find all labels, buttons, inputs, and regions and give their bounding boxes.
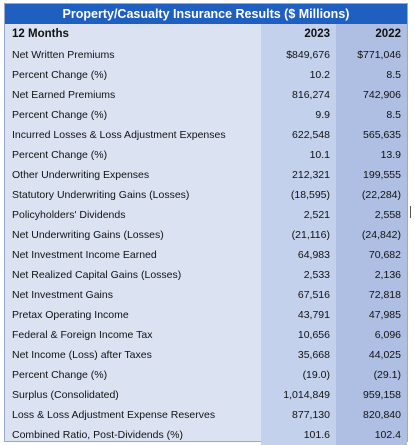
row-label: Net Investment Gains	[12, 289, 113, 301]
row-value-2023: 9.9	[261, 105, 336, 125]
row-value-2023: (18,595)	[261, 185, 336, 205]
row-value-2023: 10,656	[261, 325, 336, 345]
table-row: Percent Change (%) 9.9 8.5	[5, 105, 407, 125]
row-value-2022: 72,818	[336, 285, 407, 305]
row-label: Net Earned Premiums	[12, 89, 116, 101]
row-value-2022: (22,284)	[336, 185, 407, 205]
table-row: Surplus (Consolidated) 1,014,849 959,158	[5, 385, 407, 405]
row-value-2023: 622,548	[261, 125, 336, 145]
table-row: Net Earned Premiums 816,274 742,906	[5, 85, 407, 105]
row-value-2023: 816,274	[261, 85, 336, 105]
table-row: Net Income (Loss) after Taxes 35,668 44,02…	[5, 345, 407, 365]
row-label: Net Written Premiums	[12, 49, 115, 61]
table-row: Loss & Loss Adjustment Expense Reserves 8…	[5, 405, 407, 425]
row-label: Percent Change (%)	[12, 109, 108, 121]
row-label: Surplus (Consolidated)	[12, 389, 119, 401]
row-label: Net Underwriting Gains (Losses)	[12, 229, 164, 241]
row-value-2023: 877,130	[261, 405, 336, 425]
row-value-2022: 70,682	[336, 245, 407, 265]
row-label: Percent Change (%)	[12, 149, 108, 161]
row-value-2023: 35,668	[261, 345, 336, 365]
row-label: Pretax Operating Income	[12, 309, 129, 321]
row-value-2022: $771,046	[336, 45, 407, 65]
table-row: Net Written Premiums $849,676 $771,046	[5, 45, 407, 65]
table-row: Combined Ratio, Post-Dividends (%) 101.6 1…	[5, 425, 407, 445]
row-value-2023: (19.0)	[261, 365, 336, 385]
row-value-2023: 10.2	[261, 65, 336, 85]
table-row: Incurred Losses & Loss Adjustment Expens…	[5, 125, 407, 145]
row-value-2022: 565,635	[336, 125, 407, 145]
row-label: Incurred Losses & Loss Adjustment Expens…	[12, 129, 226, 141]
table-row: Federal & Foreign Income Tax 10,656 6,096	[5, 325, 407, 345]
table-title: Property/Casualty Insurance Results ($ M…	[5, 4, 407, 24]
row-value-2023: $849,676	[261, 45, 336, 65]
row-value-2022: 820,840	[336, 405, 407, 425]
row-value-2023: (21,116)	[261, 225, 336, 245]
table-row: Policyholders' Dividends 2,521 2,558	[5, 205, 407, 225]
row-value-2022: (24,842)	[336, 225, 407, 245]
row-value-2023: 67,516	[261, 285, 336, 305]
row-value-2022: 8.5	[336, 105, 407, 125]
header-label: 12 Months	[12, 28, 69, 40]
row-label: Net Income (Loss) after Taxes	[12, 349, 152, 361]
table-row: Percent Change (%) 10.1 13.9	[5, 145, 407, 165]
header-2022: 2022	[336, 24, 407, 45]
row-label: Percent Change (%)	[12, 69, 108, 81]
table-row: Other Underwriting Expenses 212,321 199,55…	[5, 165, 407, 185]
row-value-2022: 742,906	[336, 85, 407, 105]
row-value-2022: 6,096	[336, 325, 407, 345]
row-label: Combined Ratio, Post-Dividends (%)	[12, 429, 183, 441]
divider-tick	[410, 206, 411, 218]
row-value-2022: 199,555	[336, 165, 407, 185]
row-value-2023: 43,791	[261, 305, 336, 325]
table-row: Pretax Operating Income 43,791 47,985	[5, 305, 407, 325]
row-label: Loss & Loss Adjustment Expense Reserves	[12, 409, 216, 421]
row-value-2023: 101.6	[261, 425, 336, 445]
table-header-row: 12 Months 2023 2022	[5, 24, 407, 45]
row-value-2023: 64,983	[261, 245, 336, 265]
table-row: Net Investment Income Earned 64,983 70,682	[5, 245, 407, 265]
row-label: Policyholders' Dividends	[12, 209, 126, 221]
table-row: Percent Change (%) 10.2 8.5	[5, 65, 407, 85]
row-value-2022: 2,136	[336, 265, 407, 285]
row-value-2022: 8.5	[336, 65, 407, 85]
table-row: Statutory Underwriting Gains (Losses) (18…	[5, 185, 407, 205]
row-value-2023: 1,014,849	[261, 385, 336, 405]
row-value-2022: 44,025	[336, 345, 407, 365]
table-row: Net Investment Gains 67,516 72,818	[5, 285, 407, 305]
row-label: Statutory Underwriting Gains (Losses)	[12, 189, 190, 201]
row-label: Federal & Foreign Income Tax	[12, 329, 153, 341]
row-label: Percent Change (%)	[12, 369, 108, 381]
table-body: Net Written Premiums $849,676 $771,046 Perc…	[5, 45, 407, 445]
row-value-2023: 2,521	[261, 205, 336, 225]
table-row: Net Realized Capital Gains (Losses) 2,533…	[5, 265, 407, 285]
row-label: Net Realized Capital Gains (Losses)	[12, 269, 182, 281]
row-value-2022: 102.4	[336, 425, 407, 445]
row-value-2023: 2,533	[261, 265, 336, 285]
table-row: Net Underwriting Gains (Losses) (21,116)(…	[5, 225, 407, 245]
table-row: Percent Change (%) (19.0) (29.1)	[5, 365, 407, 385]
row-value-2023: 212,321	[261, 165, 336, 185]
row-value-2023: 10.1	[261, 145, 336, 165]
row-value-2022: 47,985	[336, 305, 407, 325]
row-label: Other Underwriting Expenses	[12, 169, 150, 181]
row-value-2022: 959,158	[336, 385, 407, 405]
insurance-results-table: Property/Casualty Insurance Results ($ M…	[4, 3, 408, 445]
row-value-2022: 13.9	[336, 145, 407, 165]
row-value-2022: 2,558	[336, 205, 407, 225]
row-value-2022: (29.1)	[336, 365, 407, 385]
header-2023: 2023	[261, 24, 336, 45]
row-label: Net Investment Income Earned	[12, 249, 157, 261]
